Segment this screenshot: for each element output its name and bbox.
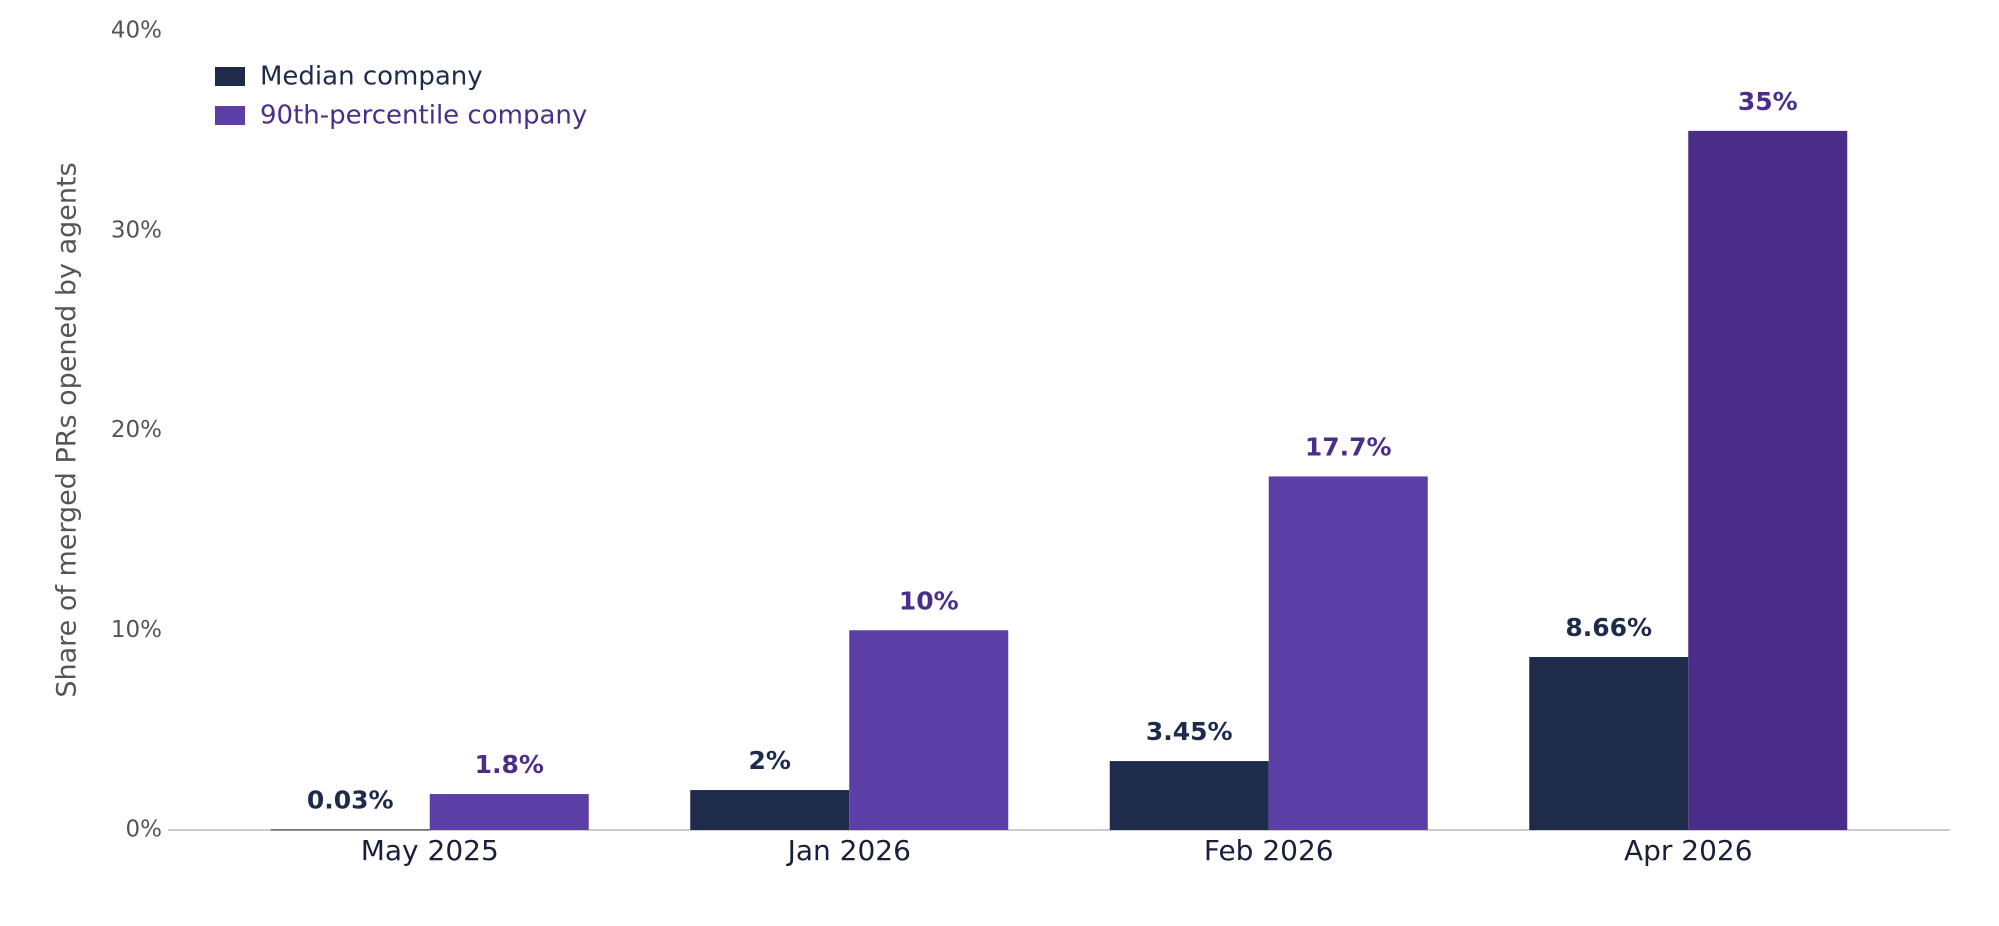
bar bbox=[849, 630, 1009, 830]
bar bbox=[690, 790, 850, 830]
y-tick-label: 40% bbox=[111, 18, 162, 44]
y-tick-label: 10% bbox=[111, 617, 162, 643]
value-label: 35% bbox=[1738, 87, 1798, 116]
x-tick-label: May 2025 bbox=[361, 834, 499, 867]
value-label: 17.7% bbox=[1305, 432, 1392, 461]
bar bbox=[1268, 476, 1428, 830]
x-tick-label: Feb 2026 bbox=[1204, 834, 1334, 867]
x-tick-label: Apr 2026 bbox=[1624, 834, 1753, 867]
x-tick-label: Jan 2026 bbox=[786, 834, 911, 867]
value-label: 10% bbox=[899, 586, 959, 615]
y-tick-label: 20% bbox=[111, 417, 162, 443]
value-label: 8.66% bbox=[1565, 613, 1652, 642]
legend-label: Median company bbox=[260, 62, 483, 92]
legend-swatch bbox=[215, 67, 245, 86]
y-tick-label: 30% bbox=[111, 217, 162, 243]
value-label: 0.03% bbox=[307, 785, 394, 814]
bar bbox=[270, 829, 430, 831]
bar bbox=[1109, 761, 1269, 830]
bar bbox=[1529, 657, 1689, 830]
value-label: 2% bbox=[749, 746, 791, 775]
bar bbox=[429, 794, 589, 830]
legend-label: 90th-percentile company bbox=[260, 101, 587, 131]
y-axis-label: Share of merged PRs opened by agents bbox=[52, 162, 83, 697]
legend-swatch bbox=[215, 106, 245, 125]
y-tick-label: 0% bbox=[126, 817, 163, 843]
bar bbox=[1688, 130, 1848, 830]
value-label: 1.8% bbox=[475, 750, 544, 779]
value-label: 3.45% bbox=[1146, 717, 1233, 746]
